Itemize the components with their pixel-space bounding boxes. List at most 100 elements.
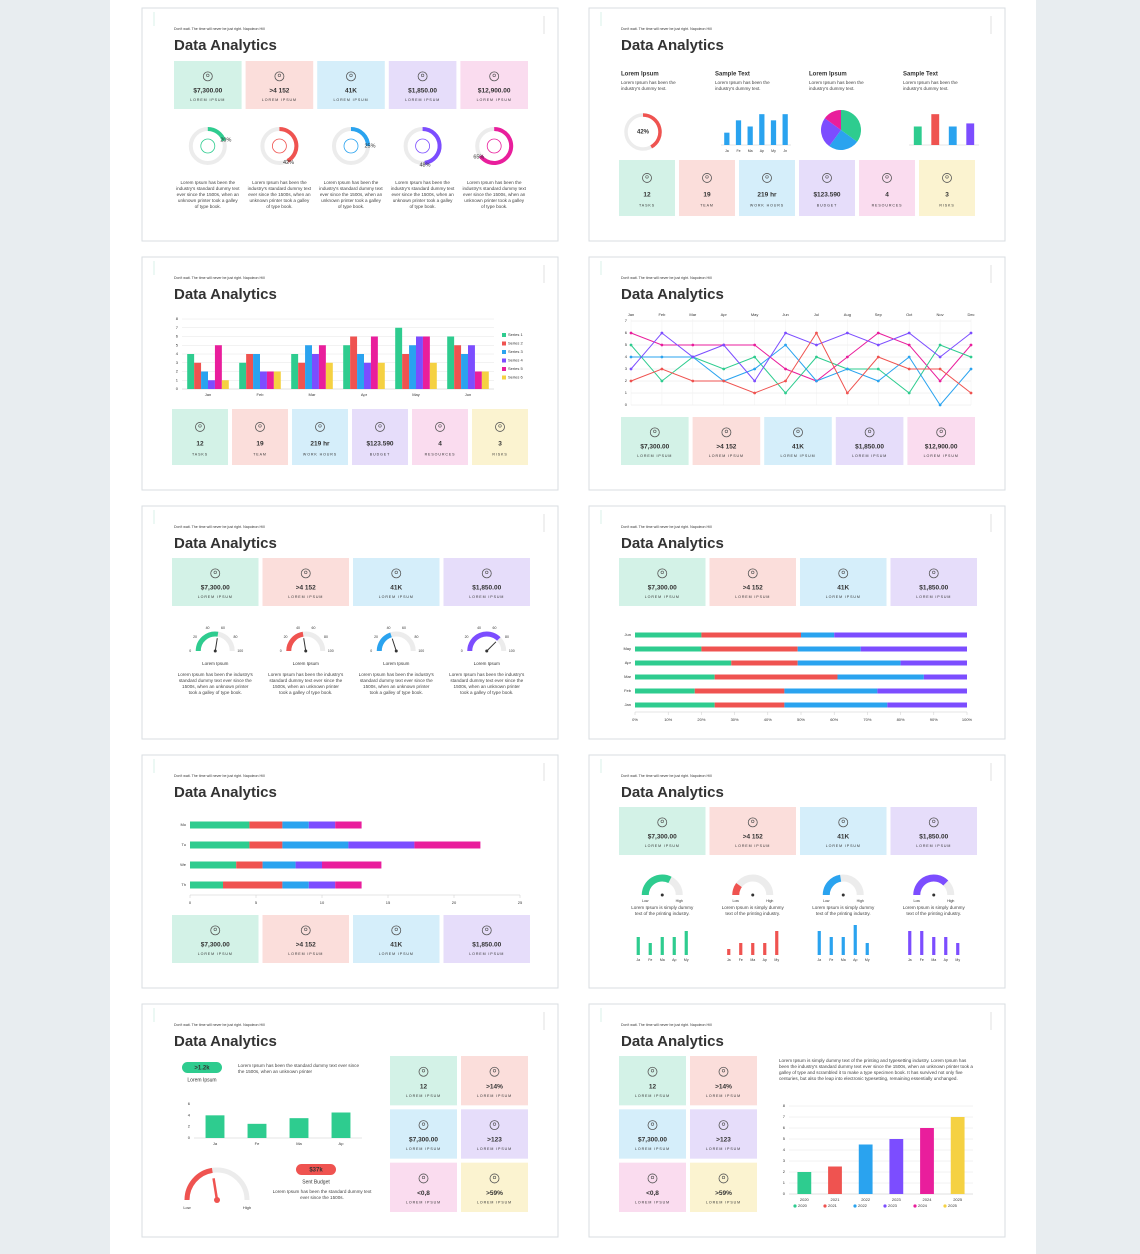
ring-text-box: Lorem Ipsum has been the industry's stan… [176,180,240,209]
kpi-card [390,1056,457,1106]
gauge-needle [212,1178,219,1201]
bar [187,354,195,389]
bar [364,362,371,389]
y-tick-label: 6 [188,1101,191,1106]
line-point [907,343,911,347]
bar-segment [797,646,861,652]
bar-segment [797,660,901,666]
card-icon [274,71,285,82]
card-icon [762,173,772,183]
body-text-box: Lorem Ipsum is simply dummy text of the … [779,1058,973,1081]
ring-label: 25% [364,143,375,149]
gauge-hub [751,893,755,897]
x-tick-label: Fe [829,958,833,962]
bar [956,943,960,955]
line-point [722,379,726,383]
card-icon-dot [206,73,210,77]
line-point [969,343,973,347]
line [630,344,972,394]
x-tick-label: Jun [782,312,788,317]
y-tick-label: Jan [625,702,631,707]
y-tick-label: 1 [176,377,179,382]
legend-label: 2021 [828,1203,838,1208]
kpi-value: <0,8 [417,1190,430,1197]
mini-text: Lorem Ipsum has been the industry's dumm… [903,80,958,91]
line-point [938,343,942,347]
x-tick-label: Jan [205,392,211,397]
kpi-card [619,807,706,855]
gauge-tick-label: 80 [234,635,238,639]
bar-segment [635,688,695,694]
kpi-card [800,807,887,855]
y-tick-label: May [623,646,631,651]
line-point [722,367,726,371]
line-point [691,355,695,359]
kpi-label: LOREM IPSUM [635,1201,670,1205]
bar [305,345,312,389]
mini-title: Lorem Ipsum [621,72,659,78]
kpi-value: $1,850.00 [919,584,948,591]
bar-segment [190,881,223,889]
kpi-card [443,558,530,606]
gauge-tick-label: 40 [477,626,481,630]
kpi-label: LOREM IPSUM [405,98,440,102]
badge-text-box: Lorem Ipsum has been the standard dummy … [273,1189,372,1200]
gauge-needle [391,638,397,652]
kpi-label: LOREM IPSUM [637,454,672,458]
bar-segment [190,821,250,829]
line-point [938,403,942,407]
y-tick-label: Th [181,882,186,887]
bar [739,943,743,955]
kpi-label: WORK HOURS [750,203,784,207]
card-icon-dot [492,1122,497,1126]
card-icon [838,817,849,828]
bar [214,345,222,389]
legend-swatch [502,341,506,346]
line-point [629,379,633,383]
kpi-label: LOREM IPSUM [635,1147,670,1151]
slide [141,7,559,242]
y-tick-label: 2 [625,378,628,383]
card-icon-dot [438,424,442,428]
card-icon-dot [932,570,936,574]
bar-segment [923,674,967,680]
y-tick-label: 3 [625,366,628,371]
card-icon [838,568,849,579]
card-icon [418,1173,429,1184]
card-icon-dot [394,570,398,574]
ring-text: Lorem Ipsum has been the industry's stan… [390,180,455,209]
kpi-card [619,160,675,216]
kpi-value: $7,300.00 [638,1137,667,1144]
bar-segment [784,702,888,708]
mini-title: Sample Text [903,72,938,78]
pie-slice [824,110,841,130]
x-tick-label: Ja [727,958,731,962]
ring-text: Lorem Ipsum has been the industry's stan… [176,180,240,209]
card-icon [864,427,875,438]
y-tick-label: 4 [625,354,628,359]
card-icon [936,427,947,438]
ring-label: 65% [473,155,484,161]
x-tick-label: Ma [750,958,755,962]
badge [182,1062,222,1073]
card-icon [489,1066,500,1077]
kpi-value: >4 152 [743,584,763,591]
kpi-label: LOREM IPSUM [826,844,861,848]
card-icon-dot [825,175,829,179]
x-tick-label: 2022 [861,1197,871,1202]
line-point [629,355,633,359]
kpi-label: RISKS [492,452,507,456]
bar [858,1144,873,1194]
card-icon [481,568,492,579]
kpi-label: LOREM IPSUM [469,595,504,599]
card-icon-dot [213,570,217,574]
gauge-low: Low [914,899,921,903]
y-tick-label: 0 [188,1135,191,1140]
kpi-value: 12 [649,1083,657,1090]
kpi-value: $12,900.00 [478,87,511,94]
bar [291,354,299,389]
ring-arc [642,113,662,149]
line-point [753,355,757,359]
bar [447,336,455,389]
kpi-card [262,558,349,606]
